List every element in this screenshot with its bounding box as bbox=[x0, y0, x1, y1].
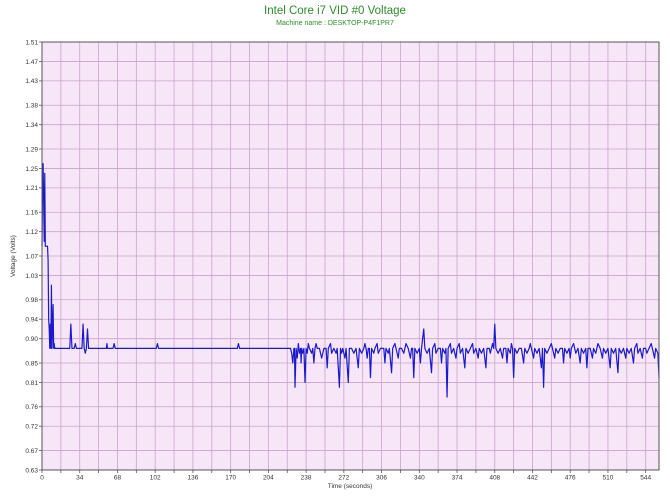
y-tick-label: 0.72 bbox=[25, 424, 38, 431]
x-tick-label: 408 bbox=[489, 475, 500, 482]
y-tick-label: 1.25 bbox=[25, 166, 38, 173]
y-axis-label: Voltage (Volts) bbox=[10, 235, 17, 277]
x-tick-label: 544 bbox=[640, 475, 651, 482]
x-tick-label: 34 bbox=[76, 475, 84, 482]
x-tick-label: 510 bbox=[603, 475, 614, 482]
y-tick-label: 1.34 bbox=[25, 122, 38, 129]
x-tick-label: 340 bbox=[414, 475, 425, 482]
x-tick-label: 0 bbox=[40, 475, 44, 482]
chart-title: Intel Core i7 VID #0 Voltage bbox=[264, 5, 406, 17]
y-tick-label: 0.81 bbox=[25, 380, 38, 387]
x-tick-label: 272 bbox=[338, 475, 349, 482]
x-tick-label: 374 bbox=[452, 475, 463, 482]
chart-subtitle: Machine name : DESKTOP-P4F1PR7 bbox=[276, 20, 394, 27]
y-tick-label: 1.12 bbox=[25, 229, 38, 236]
axis-ticks: 1.51 1.47 1.43 1.38 1.34 1.29 1.25 1.21 1.16 1.12… bbox=[25, 39, 651, 481]
x-tick-label: 238 bbox=[301, 475, 312, 482]
x-tick-label: 102 bbox=[150, 475, 161, 482]
y-tick-label: 0.94 bbox=[25, 317, 38, 324]
x-tick-label: 68 bbox=[114, 475, 122, 482]
y-tick-label: 0.90 bbox=[25, 336, 38, 343]
y-tick-label: 1.47 bbox=[25, 59, 38, 66]
x-tick-label: 204 bbox=[263, 475, 274, 482]
y-tick-label: 0.76 bbox=[25, 404, 38, 411]
y-tick-label: 1.38 bbox=[25, 103, 38, 110]
y-tick-label: 1.21 bbox=[25, 185, 38, 192]
y-tick-label: 0.63 bbox=[25, 467, 38, 474]
y-tick-label: 1.03 bbox=[25, 273, 38, 280]
series-line-voltage bbox=[41, 162, 660, 398]
y-tick-label: 1.29 bbox=[25, 146, 38, 153]
x-tick-label: 306 bbox=[376, 475, 387, 482]
y-tick-label: 0.67 bbox=[25, 448, 38, 455]
y-tick-label: 1.51 bbox=[25, 39, 38, 46]
y-tick-label: 1.16 bbox=[25, 210, 38, 217]
x-tick-label: 476 bbox=[565, 475, 576, 482]
plot-border bbox=[41, 41, 660, 471]
y-tick-label: 1.43 bbox=[25, 78, 38, 85]
x-tick-label: 136 bbox=[187, 475, 198, 482]
y-tick-label: 0.85 bbox=[25, 360, 38, 367]
x-tick-label: 442 bbox=[527, 475, 538, 482]
y-tick-label: 1.07 bbox=[25, 253, 38, 260]
x-tick-label: 170 bbox=[225, 475, 236, 482]
x-axis-label: Time (seconds) bbox=[328, 483, 373, 490]
y-tick-label: 0.98 bbox=[25, 297, 38, 304]
